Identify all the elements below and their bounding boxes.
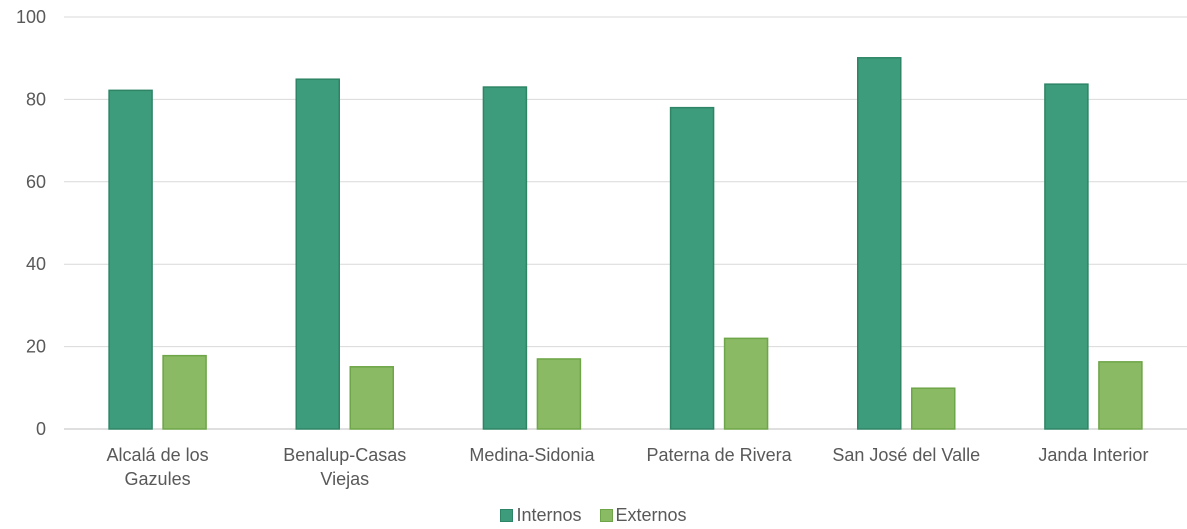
- legend: Internos Externos: [0, 505, 1187, 526]
- bar-internos-3: [669, 106, 715, 430]
- x-tick-label-4-line-0: San José del Valle: [832, 445, 980, 465]
- x-tick-label-3-line-0: Paterna de Rivera: [647, 445, 793, 465]
- bar-internos-2: [482, 86, 528, 430]
- bar-externos-3: [723, 337, 769, 430]
- bar-internos-0: [108, 89, 153, 430]
- x-tick-label-2-line-0: Medina-Sidonia: [469, 445, 595, 465]
- bar-externos-2: [536, 358, 582, 430]
- x-tick-label-0-line-1: Gazules: [125, 469, 191, 489]
- x-tick-label-5-line-0: Janda Interior: [1038, 445, 1148, 465]
- bar-internos-1: [295, 78, 340, 430]
- x-tick-label-1-line-1: Viejas: [320, 469, 369, 489]
- bar-externos-4: [911, 387, 956, 430]
- y-tick-label-80: 80: [26, 89, 46, 109]
- y-tick-label-100: 100: [16, 7, 46, 27]
- legend-label-externos: Externos: [615, 505, 687, 525]
- bar-externos-5: [1098, 361, 1143, 430]
- bar-internos-5: [1044, 83, 1089, 430]
- y-tick-label-20: 20: [26, 337, 46, 357]
- x-tick-label-0-line-0: Alcalá de los: [107, 445, 209, 465]
- legend-label-internos: Internos: [516, 505, 582, 525]
- y-tick-label-40: 40: [26, 254, 46, 274]
- bar-chart-svg: 0 20 40 60 80 100 Alcalá de los Gazules Benalup-…: [16, 7, 1187, 489]
- legend-item-externos: Externos: [599, 505, 687, 526]
- bar-externos-1: [349, 366, 394, 430]
- bar-externos-0: [162, 354, 207, 430]
- legend-item-internos: Internos: [500, 505, 582, 526]
- y-tick-label-60: 60: [26, 172, 46, 192]
- legend-swatch-externos: [599, 509, 613, 522]
- y-tick-label-0: 0: [36, 419, 46, 439]
- bar-internos-4: [857, 57, 902, 430]
- legend-swatch-internos: [500, 509, 514, 522]
- x-tick-label-1-line-0: Benalup-Casas: [283, 445, 406, 465]
